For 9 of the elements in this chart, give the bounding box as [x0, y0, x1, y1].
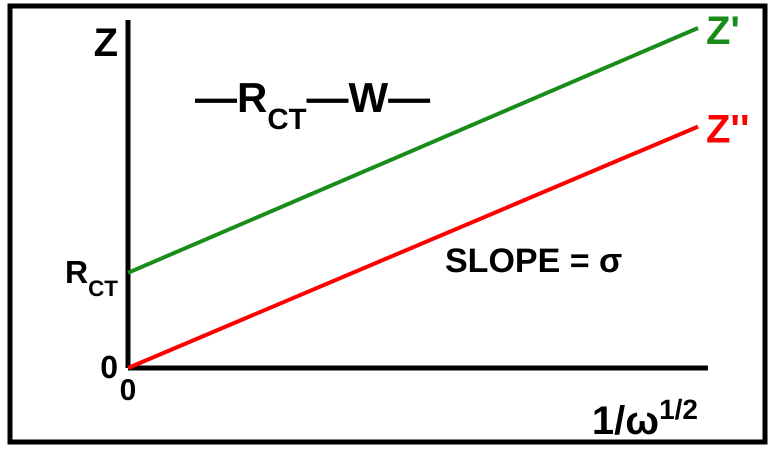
- y-axis-title: Z: [94, 21, 118, 65]
- text: 0: [120, 374, 136, 407]
- annotation: —R$_{CT}$—W—: [195, 74, 430, 136]
- annotation: SLOPE = σ: [445, 242, 622, 280]
- annotation: R$_{CT}$: [65, 254, 118, 300]
- x-axis-title: 1/ω$^{1/2}$: [592, 394, 698, 443]
- series-label: Z': [706, 9, 740, 53]
- series-label: Z'': [706, 108, 750, 152]
- annotation: 0: [100, 349, 118, 385]
